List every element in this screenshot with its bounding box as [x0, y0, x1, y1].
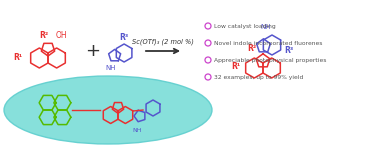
Text: NH: NH [261, 24, 271, 30]
Text: Low catalyst loading: Low catalyst loading [214, 24, 276, 29]
Text: Novel indole incorporated fluorenes: Novel indole incorporated fluorenes [214, 41, 322, 45]
Text: Appreciable photophysical properties: Appreciable photophysical properties [214, 58, 326, 62]
Text: +: + [85, 42, 101, 60]
Ellipse shape [4, 76, 212, 144]
Text: OH: OH [56, 31, 68, 40]
Circle shape [205, 57, 211, 63]
Text: NH: NH [105, 65, 116, 71]
Text: R¹: R¹ [231, 62, 240, 70]
Circle shape [205, 40, 211, 46]
Text: 32 examples, up to 99% yield: 32 examples, up to 99% yield [214, 74, 304, 79]
Text: R¹: R¹ [13, 53, 22, 62]
Circle shape [205, 23, 211, 29]
Text: R³: R³ [284, 45, 293, 54]
Text: R³: R³ [119, 33, 129, 42]
Text: NH: NH [132, 128, 142, 133]
Text: R²: R² [39, 31, 49, 40]
Circle shape [205, 74, 211, 80]
Text: Sc(OTf)₃ (2 mol %): Sc(OTf)₃ (2 mol %) [132, 38, 194, 45]
Text: R²: R² [248, 44, 257, 53]
